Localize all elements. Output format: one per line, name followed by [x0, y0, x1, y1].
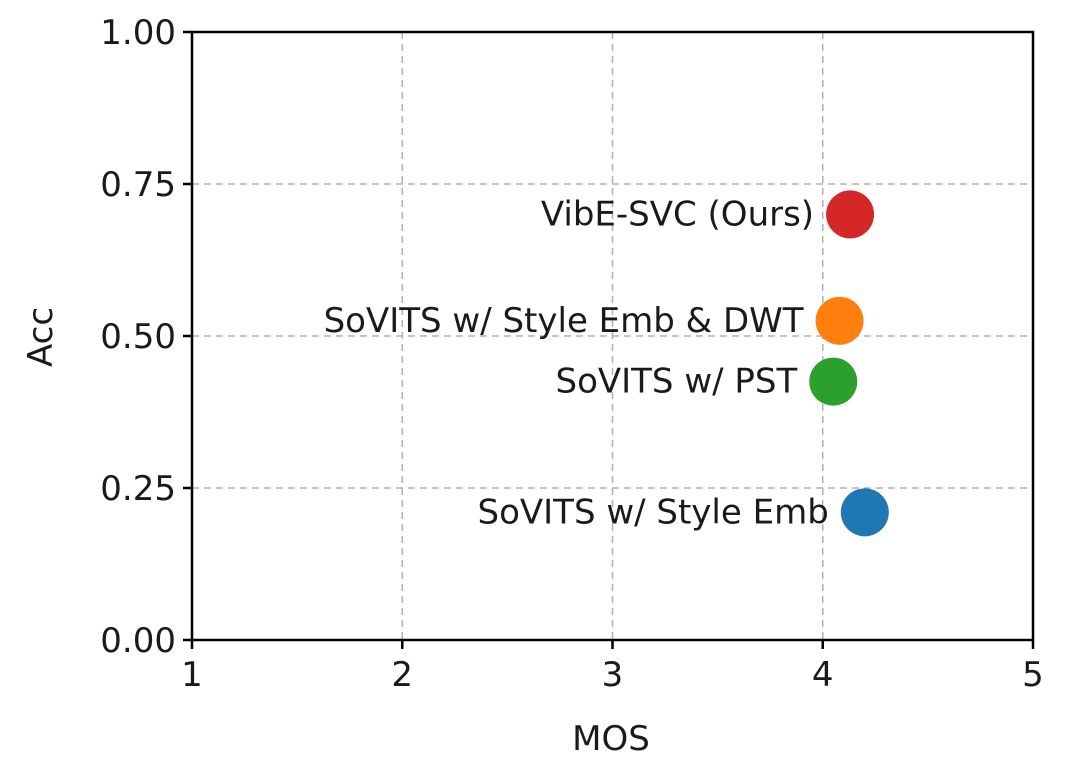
- x-tick-label: 3: [602, 655, 624, 695]
- x-tick-label: 1: [181, 655, 203, 695]
- data-point-label: SoVITS w/ PST: [555, 362, 797, 402]
- data-point: [815, 296, 864, 345]
- data-point-label: SoVITS w/ Style Emb: [478, 492, 829, 532]
- y-tick-label: 1.00: [100, 13, 176, 53]
- data-point: [840, 488, 889, 537]
- data-point: [809, 357, 858, 406]
- data-point-label: SoVITS w/ Style Emb & DWT: [324, 301, 804, 341]
- y-tick-label: 0.50: [100, 317, 176, 357]
- data-points: VibE-SVC (Ours) SoVITS w/ Style Emb & DWT…: [324, 190, 889, 537]
- y-tick-label: 0.00: [100, 621, 176, 661]
- ticks: 1 2 3 4 5 0.00 0.25 0.50 0.75 1.00: [100, 13, 1044, 695]
- y-tick-label: 0.25: [100, 469, 176, 509]
- data-point: [826, 190, 875, 239]
- x-axis-label: MOS: [572, 719, 650, 759]
- x-tick-label: 5: [1022, 655, 1044, 695]
- y-axis-label: Acc: [21, 307, 61, 367]
- x-tick-label: 2: [391, 655, 413, 695]
- x-tick-label: 4: [812, 655, 834, 695]
- data-point-label: VibE-SVC (Ours): [541, 194, 814, 234]
- y-tick-label: 0.75: [100, 165, 176, 205]
